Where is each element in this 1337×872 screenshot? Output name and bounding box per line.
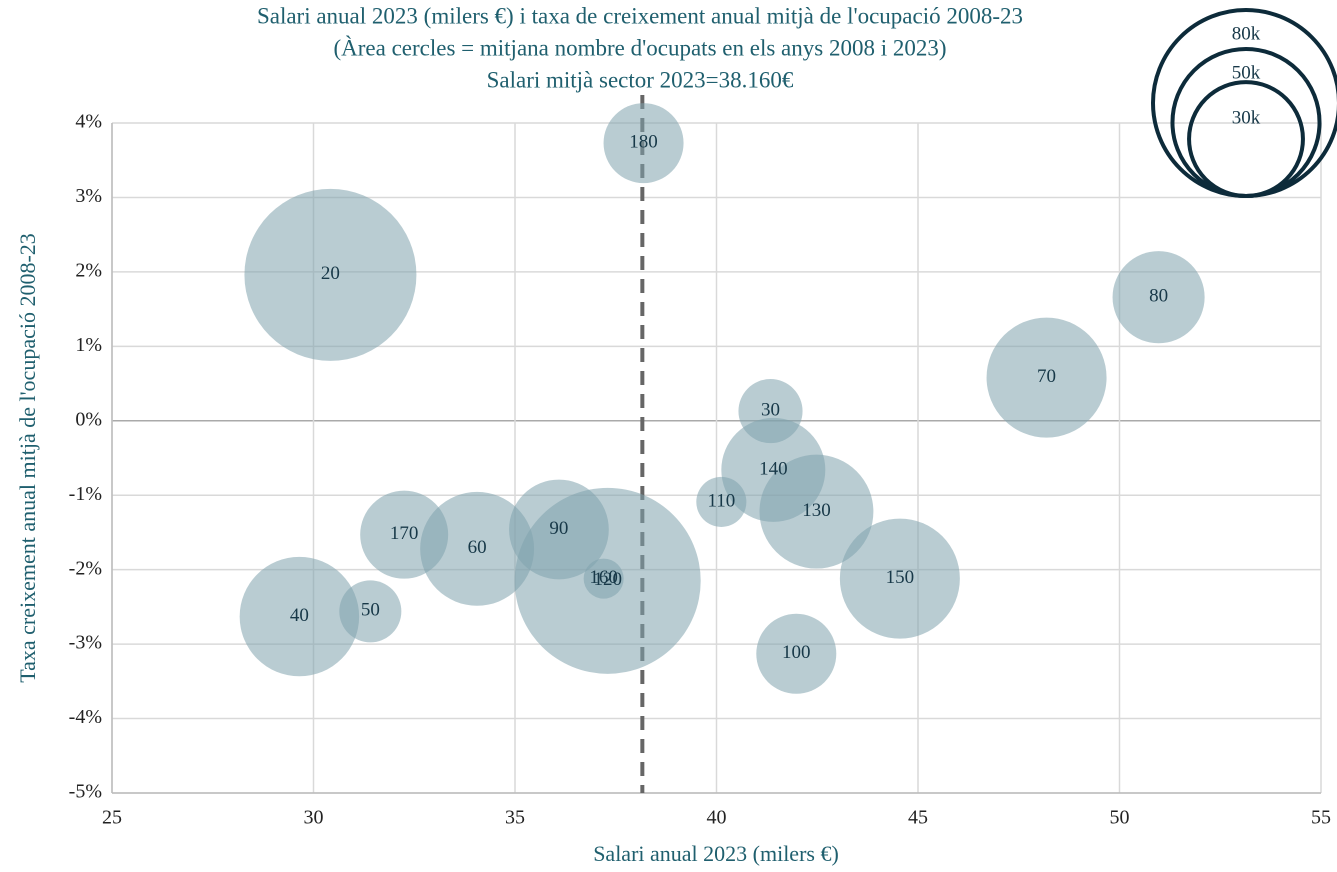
bubble [420, 491, 535, 606]
bubble-label: 150 [886, 567, 915, 588]
x-tick-label: 25 [102, 807, 122, 829]
bubble [756, 613, 837, 694]
x-tick-label: 35 [505, 807, 525, 829]
bubble [1112, 251, 1205, 344]
y-axis-label: Taxa creixement anual mitjà de l'ocupaci… [15, 233, 40, 683]
y-tick-label: 0% [75, 408, 102, 430]
x-tick-label: 30 [304, 807, 324, 829]
y-tick-label: 3% [75, 185, 102, 207]
chart-subtitle: Salari mitjà sector 2023=38.160€ [487, 67, 794, 92]
x-tick-label: 50 [1110, 807, 1130, 829]
y-tick-label: -1% [69, 483, 102, 505]
bubble [244, 188, 417, 361]
bubble [239, 556, 360, 677]
x-tick-label: 45 [908, 807, 928, 829]
bubble-label: 160 [589, 567, 618, 588]
size-legend-label: 30k [1232, 107, 1261, 128]
y-tick-label: -2% [69, 557, 102, 579]
bubble-label: 120 [593, 569, 622, 590]
bubble-label: 30 [761, 399, 780, 420]
y-tick-label: -5% [69, 781, 102, 803]
x-tick-label: 40 [707, 807, 727, 829]
y-tick-label: -3% [69, 632, 102, 654]
bubble [696, 476, 747, 527]
bubble-label: 70 [1037, 366, 1056, 387]
bubble [603, 103, 684, 184]
bubble-label: 90 [549, 518, 568, 539]
bubble-label: 20 [321, 263, 340, 284]
bubble-label: 40 [290, 605, 309, 626]
size-legend-circle [1187, 80, 1305, 198]
y-tick-label: 4% [75, 111, 102, 133]
chart-subtitle: (Àrea cercles = mitjana nombre d'ocupats… [333, 35, 946, 60]
bubble-label: 180 [629, 131, 658, 152]
bubble-label: 80 [1149, 286, 1168, 307]
bubble [583, 558, 624, 599]
bubble [759, 454, 874, 569]
bubble-label: 60 [468, 537, 487, 558]
bubble [339, 580, 402, 643]
bubble [839, 518, 960, 639]
bubble-label: 130 [802, 500, 831, 521]
y-tick-label: 2% [75, 259, 102, 281]
x-tick-label: 55 [1311, 807, 1331, 829]
bubble-label: 110 [707, 490, 735, 511]
y-tick-label: 1% [75, 334, 102, 356]
size-legend-label: 80k [1232, 23, 1261, 44]
bubble [509, 479, 609, 580]
bubble [986, 317, 1107, 438]
bubble [360, 490, 449, 579]
bubble-label: 50 [361, 600, 380, 621]
chart-title: Salari anual 2023 (milers €) i taxa de c… [257, 3, 1023, 28]
bubble-label: 100 [782, 642, 811, 663]
y-tick-label: -4% [69, 706, 102, 728]
bubble-label: 140 [759, 458, 788, 479]
x-axis-label: Salari anual 2023 (milers €) [593, 841, 839, 866]
bubble-label: 170 [390, 523, 419, 544]
size-legend-label: 50k [1232, 62, 1261, 83]
